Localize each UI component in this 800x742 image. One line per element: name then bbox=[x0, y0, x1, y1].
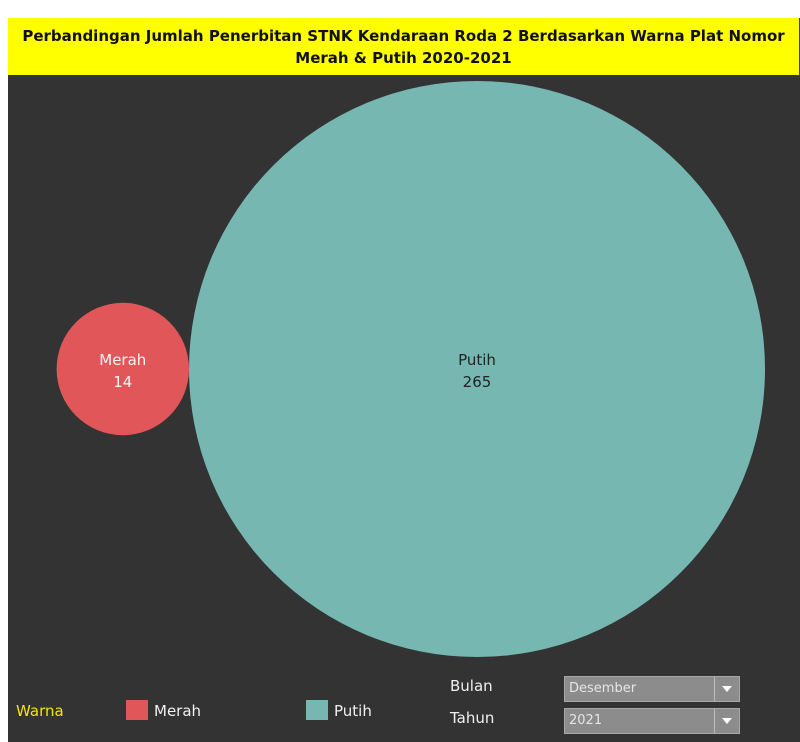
chevron-down-icon[interactable] bbox=[714, 709, 739, 733]
bulan-dropdown-value: Desember bbox=[569, 681, 637, 696]
filter-label-bulan: Bulan bbox=[450, 677, 493, 695]
tahun-dropdown[interactable]: 2021 bbox=[564, 708, 740, 734]
bubble-value-merah: 14 bbox=[113, 373, 132, 391]
legend-label-merah[interactable]: Merah bbox=[154, 702, 202, 720]
filter-label-tahun: Tahun bbox=[450, 709, 495, 727]
legend-swatch-merah[interactable] bbox=[126, 700, 148, 720]
legend-swatch-putih[interactable] bbox=[306, 700, 328, 720]
chart-title: Perbandingan Jumlah Penerbitan STNK Kend… bbox=[22, 26, 785, 67]
legend-title: Warna bbox=[16, 702, 64, 720]
bubble-label-merah: Merah bbox=[99, 351, 146, 369]
chevron-down-icon[interactable] bbox=[714, 677, 739, 701]
bubble-label-putih: Putih bbox=[458, 351, 496, 369]
bubble-putih[interactable] bbox=[189, 81, 765, 657]
bubble-merah[interactable] bbox=[56, 302, 189, 436]
legend-label-putih[interactable]: Putih bbox=[334, 702, 372, 720]
tahun-dropdown-value: 2021 bbox=[569, 713, 603, 728]
title-bar: Perbandingan Jumlah Penerbitan STNK Kend… bbox=[8, 18, 799, 75]
bubble-value-putih: 265 bbox=[463, 373, 492, 391]
bulan-dropdown[interactable]: Desember bbox=[564, 676, 740, 702]
